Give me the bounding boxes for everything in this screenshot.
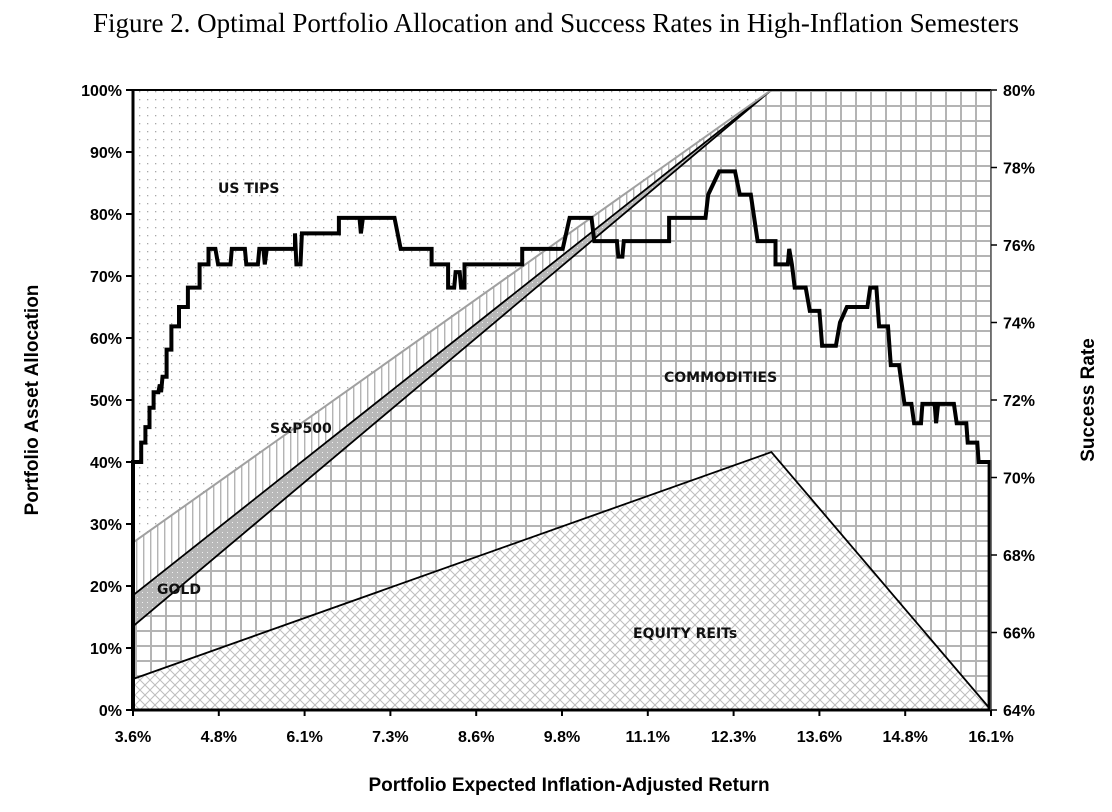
y2-tick-label: 76% bbox=[1003, 238, 1035, 255]
y2-tick-label: 80% bbox=[1003, 83, 1035, 100]
area-equity-reits-boundary bbox=[132, 451, 992, 711]
area-us-tips bbox=[133, 90, 991, 543]
y-tick-label: 0% bbox=[99, 703, 122, 720]
x-tick-label: 12.3% bbox=[711, 729, 756, 746]
label-commodities: COMMODITIES bbox=[664, 370, 777, 386]
x-tick-label: 16.1% bbox=[968, 729, 1013, 746]
y-axis-title: Portfolio Asset Allocation bbox=[22, 285, 43, 516]
x-tick-label: 6.1% bbox=[286, 729, 322, 746]
x-tick-label: 13.6% bbox=[797, 729, 842, 746]
y2-axis-title: Success Rate bbox=[1078, 338, 1099, 462]
label-sp500: S&P500 bbox=[270, 421, 332, 437]
y-tick-label: 80% bbox=[90, 207, 122, 224]
y2-tick-label: 74% bbox=[1003, 316, 1035, 333]
label-us-tips: US TIPS bbox=[218, 181, 279, 197]
x-tick-label: 4.8% bbox=[201, 729, 237, 746]
y2-tick-label: 78% bbox=[1003, 161, 1035, 178]
y-tick-label: 90% bbox=[90, 145, 122, 162]
y2-tick-label: 70% bbox=[1003, 471, 1035, 488]
y2-tick-label: 66% bbox=[1003, 626, 1035, 643]
y2-tick-label: 68% bbox=[1003, 548, 1035, 565]
y-tick-label: 50% bbox=[90, 393, 122, 410]
x-tick-label: 7.3% bbox=[372, 729, 408, 746]
x-tick-label: 8.6% bbox=[458, 729, 494, 746]
y-tick-label: 40% bbox=[90, 455, 122, 472]
y-tick-label: 100% bbox=[81, 83, 122, 100]
label-equity-reits: EQUITY REITs bbox=[633, 626, 737, 642]
y-tick-label: 30% bbox=[90, 517, 122, 534]
y-tick-label: 70% bbox=[90, 269, 122, 286]
figure-title: Figure 2. Optimal Portfolio Allocation a… bbox=[92, 8, 1020, 38]
success-rate-line bbox=[131, 169, 992, 710]
y-tick-label: 10% bbox=[90, 641, 122, 658]
x-tick-label: 11.1% bbox=[626, 729, 670, 746]
x-tick-label: 3.6% bbox=[115, 729, 151, 746]
y2-tick-label: 72% bbox=[1003, 393, 1035, 410]
area-equity-reits bbox=[133, 452, 991, 710]
x-tick-label: 14.8% bbox=[883, 729, 928, 746]
label-gold: GOLD bbox=[157, 582, 201, 598]
x-axis-title: Portfolio Expected Inflation-Adjusted Re… bbox=[368, 775, 769, 796]
x-tick-label: 9.8% bbox=[544, 729, 580, 746]
y-tick-label: 20% bbox=[90, 579, 122, 596]
y2-tick-label: 64% bbox=[1003, 703, 1035, 720]
y-tick-label: 60% bbox=[90, 331, 122, 348]
